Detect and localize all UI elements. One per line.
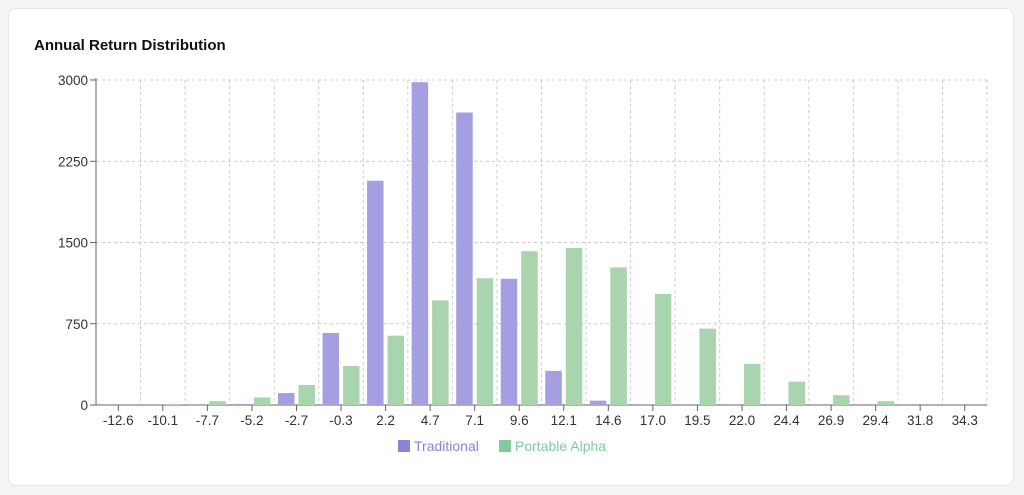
bar-portable-alpha: [565, 247, 583, 405]
x-tick-label: 24.4: [773, 413, 800, 428]
bar-portable-alpha: [387, 335, 405, 405]
x-tick-label: -5.2: [240, 413, 263, 428]
bar-traditional: [322, 332, 340, 405]
x-tick-label: 12.1: [551, 413, 577, 428]
x-tick-label: 34.3: [952, 413, 978, 428]
bar-traditional: [456, 112, 473, 405]
bar-traditional: [233, 403, 250, 405]
bar-portable-alpha: [521, 251, 538, 405]
legend-traditional-swatch: [398, 440, 410, 452]
bar-portable-alpha: [877, 401, 895, 405]
bar-traditional: [589, 400, 607, 405]
bar-portable-alpha: [164, 403, 182, 405]
x-tick-label: -2.7: [285, 413, 308, 428]
x-tick-label: 17.0: [640, 413, 666, 428]
bar-traditional: [411, 82, 429, 406]
x-tick-label: 26.9: [818, 413, 844, 428]
bar-portable-alpha: [343, 366, 360, 405]
bar-portable-alpha: [209, 401, 226, 405]
bar-portable-alpha: [253, 397, 271, 405]
y-tick-label: 3000: [58, 73, 88, 88]
y-tick-label: 0: [80, 398, 88, 413]
x-tick-label: -10.1: [147, 413, 178, 428]
x-tick-label: 2.2: [376, 413, 395, 428]
x-tick-label: -7.7: [196, 413, 219, 428]
y-tick-label: 2250: [58, 154, 88, 169]
bar-portable-alpha: [833, 395, 850, 405]
x-tick-label: 22.0: [729, 413, 755, 428]
bar-portable-alpha: [610, 267, 627, 405]
y-tick-label: 1500: [58, 236, 88, 251]
bar-traditional: [367, 180, 384, 405]
x-tick-label: 7.1: [465, 413, 484, 428]
bar-traditional: [277, 393, 295, 405]
bar-portable-alpha: [699, 328, 716, 405]
bar-portable-alpha: [654, 293, 672, 405]
bar-portable-alpha: [432, 300, 449, 405]
x-tick-label: 31.8: [907, 413, 933, 428]
bar-portable-alpha: [298, 384, 315, 405]
bar-traditional: [500, 278, 518, 405]
y-tick-label: 750: [65, 317, 88, 332]
x-tick-label: 9.6: [510, 413, 529, 428]
x-tick-label: 14.6: [595, 413, 621, 428]
legend-portable-alpha-swatch: [499, 440, 511, 452]
x-tick-label: -12.6: [103, 413, 134, 428]
chart-card: Annual Return Distribution: [8, 8, 1014, 486]
x-tick-label: 4.7: [421, 413, 440, 428]
x-tick-label: 19.5: [684, 413, 710, 428]
x-tick-label: 29.4: [862, 413, 889, 428]
x-tick-label: -0.3: [329, 413, 352, 428]
bar-portable-alpha: [743, 363, 761, 405]
bar-portable-alpha: [476, 278, 494, 405]
chart-title: Annual Return Distribution: [34, 37, 226, 54]
bar-traditional: [545, 370, 562, 405]
legend-portable-alpha-label: Portable Alpha: [515, 438, 606, 454]
bar-portable-alpha: [788, 381, 806, 405]
legend-traditional-label: Traditional: [414, 438, 479, 454]
